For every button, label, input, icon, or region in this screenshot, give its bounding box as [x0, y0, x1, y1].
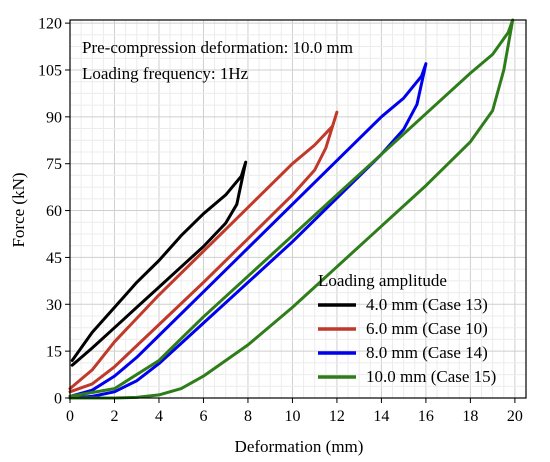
series-line-3: [68, 62, 428, 400]
y-tick-label: 90: [46, 109, 62, 126]
grid-layer: [69, 20, 527, 399]
x-tick-label: 6: [199, 408, 207, 425]
series-line-1: [70, 160, 248, 367]
y-tick-label: 120: [38, 16, 62, 33]
x-axis-title: Deformation (mm): [235, 437, 364, 456]
y-tick-label: 15: [46, 344, 62, 361]
x-tick-label: 12: [329, 408, 345, 425]
series-line-4: [68, 18, 515, 400]
legend-label-3: 8.0 mm (Case 14): [366, 343, 488, 362]
y-tick-label: 75: [46, 156, 62, 173]
legend-label-2: 6.0 mm (Case 10): [366, 319, 488, 338]
x-tick-label: 20: [507, 408, 523, 425]
y-tick-label: 0: [54, 391, 62, 408]
y-tick-label: 30: [46, 297, 62, 314]
x-tick-label: 14: [373, 408, 389, 425]
series-layer: [68, 18, 515, 400]
x-tick-label: 0: [66, 408, 74, 425]
x-tick-label: 16: [418, 408, 434, 425]
y-tick-label: 45: [46, 250, 62, 267]
x-tick-label: 10: [284, 408, 300, 425]
legend-label-4: 10.0 mm (Case 15): [366, 367, 496, 386]
legend: Loading amplitude 4.0 mm (Case 13) 6.0 mm…: [318, 271, 496, 386]
plot-frame: [69, 19, 527, 399]
x-tick-label: 2: [110, 408, 118, 425]
y-tick-label: 105: [38, 62, 62, 79]
annotation-precompression: Pre-compression deformation: 10.0 mm: [82, 38, 353, 57]
tick-layer: 0 2 4 6 8 10 12 14 16 18 20 0 15 30 45 60 75 90 105 120: [38, 16, 523, 425]
x-tick-label: 8: [244, 408, 252, 425]
annotation-frequency: Loading frequency: 1Hz: [82, 64, 249, 83]
x-tick-label: 18: [462, 408, 478, 425]
legend-title: Loading amplitude: [318, 271, 447, 290]
y-tick-label: 60: [46, 203, 62, 220]
legend-label-1: 4.0 mm (Case 13): [366, 295, 488, 314]
y-axis-title: Force (kN): [9, 172, 28, 247]
x-tick-label: 4: [155, 408, 163, 425]
series-line-2: [68, 110, 339, 394]
